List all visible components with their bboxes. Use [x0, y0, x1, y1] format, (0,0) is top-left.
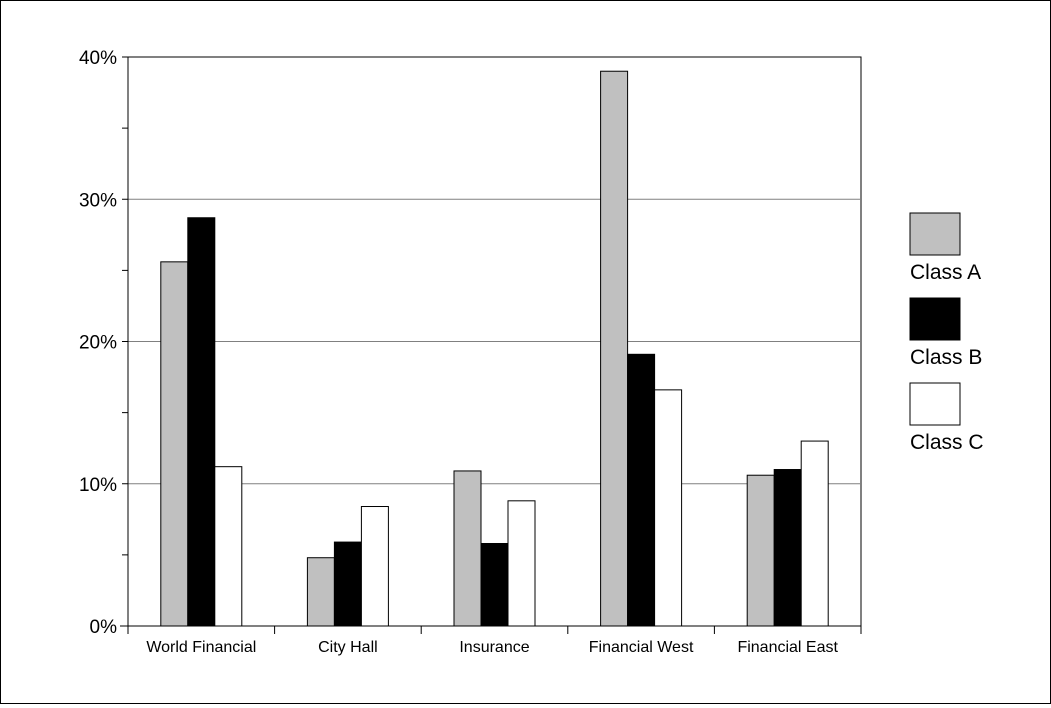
bar-2-1 [187, 217, 216, 627]
axes [120, 57, 861, 634]
legend-label-3: Class C [910, 431, 984, 454]
x-tick-label-2: City Hall [318, 639, 378, 656]
y-tick-label-1: 10% [79, 475, 117, 496]
x-tick-label-1: World Financial [146, 639, 256, 656]
x-tick-label-3: Insurance [459, 639, 529, 656]
x-axis-ticks: World Financial City Hall Insurance Financi… [127, 626, 862, 656]
bar-1-1 [160, 261, 189, 627]
bar-2-4 [627, 353, 656, 627]
legend-swatch-3 [909, 382, 961, 426]
bar-1-4 [600, 70, 629, 627]
legend: Class A Class B Class C [909, 212, 984, 454]
bar-3-4 [654, 389, 683, 627]
bars [160, 70, 829, 627]
legend-swatch-1 [909, 212, 961, 256]
bar-2-5 [773, 469, 802, 627]
bar-1-3 [453, 470, 482, 627]
x-tick-label-4: Financial West [589, 639, 694, 656]
y-axis-ticks: 0% 10% 20% 30% 40% [79, 48, 128, 638]
bar-3-5 [800, 440, 829, 627]
gridlines [128, 198, 861, 485]
y-tick-label-2: 20% [79, 333, 117, 354]
bar-3-1 [214, 466, 243, 627]
x-tick-label-5: Financial East [737, 639, 838, 656]
bar-2-3 [480, 542, 509, 627]
bar-1-5 [746, 474, 775, 627]
y-tick-label-4: 40% [79, 48, 117, 69]
y-tick-label-3: 30% [79, 190, 117, 211]
bar-3-3 [507, 500, 536, 627]
bar-3-2 [360, 506, 389, 627]
legend-label-2: Class B [910, 346, 982, 369]
bar-1-2 [306, 557, 335, 627]
bar-2-2 [333, 541, 362, 627]
y-tick-label-0: 0% [90, 617, 118, 638]
legend-label-1: Class A [910, 261, 981, 284]
legend-swatch-2 [909, 297, 961, 341]
